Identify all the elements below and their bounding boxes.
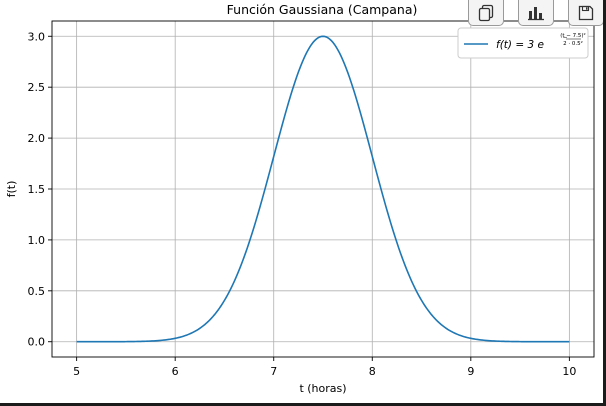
save-button[interactable]: [568, 0, 604, 26]
y-tick-label: 0.5: [28, 285, 46, 298]
bar-chart-icon: [528, 6, 544, 20]
x-axis-label: t (horas): [299, 382, 346, 395]
x-tick-label: 10: [562, 365, 576, 378]
y-tick-label: 0.0: [28, 336, 46, 349]
x-tick-label: 6: [172, 365, 179, 378]
x-tick-label: 9: [467, 365, 474, 378]
series-line: [76, 35, 570, 343]
x-tick-label: 8: [369, 365, 376, 378]
chart-title: Función Gaussiana (Campana): [227, 2, 418, 17]
y-tick-label: 2.5: [28, 81, 46, 94]
floppy-disk-icon: [578, 5, 594, 20]
y-tick-label: 1.0: [28, 234, 46, 247]
chart-button[interactable]: [518, 0, 554, 26]
y-axis-label: f(t): [5, 181, 18, 198]
y-tick-label: 2.0: [28, 132, 46, 145]
legend-exp-numerator: (t − 7.5)²: [560, 32, 586, 39]
copy-icon: [478, 4, 494, 21]
y-tick-label: 3.0: [28, 30, 46, 43]
legend-label: f(t) = 3 e: [496, 39, 544, 51]
x-tick-label: 7: [270, 365, 277, 378]
window-border-bottom: [0, 403, 606, 406]
copy-button[interactable]: [468, 0, 504, 26]
x-tick-label: 5: [73, 365, 80, 378]
legend-exp-denominator: 2 · 0.5²: [563, 40, 583, 47]
legend-exp-sign: −: [562, 34, 567, 41]
window-border-right: [603, 0, 606, 406]
y-tick-label: 1.5: [28, 183, 46, 196]
legend-box: [457, 27, 589, 59]
